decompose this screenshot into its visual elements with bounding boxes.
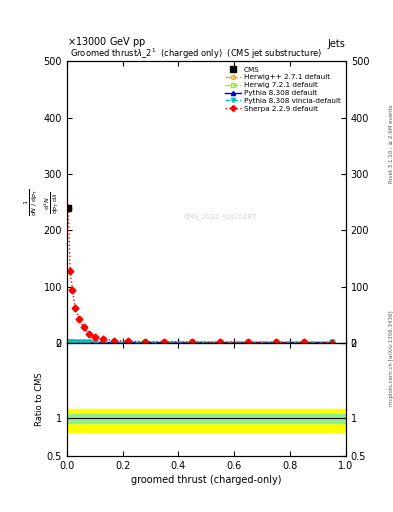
Text: $\times$13000 GeV pp: $\times$13000 GeV pp	[67, 35, 146, 49]
Y-axis label: $\frac{1}{\mathrm{d}N\ /\ \mathrm{d}p_\mathrm{T}}$
$\frac{\mathrm{d}^2N}{\mathrm: $\frac{1}{\mathrm{d}N\ /\ \mathrm{d}p_\m…	[23, 188, 61, 216]
Y-axis label: Ratio to CMS: Ratio to CMS	[35, 373, 44, 426]
Text: mcplots.cern.ch [arXiv:1306.3436]: mcplots.cern.ch [arXiv:1306.3436]	[389, 311, 393, 406]
Text: Groomed thrust$\lambda\_2^1$  (charged only)  (CMS jet substructure): Groomed thrust$\lambda\_2^1$ (charged on…	[70, 47, 322, 61]
Text: CMS_2021_I1920187: CMS_2021_I1920187	[184, 213, 257, 220]
Legend: CMS, Herwig++ 2.7.1 default, Herwig 7.2.1 default, Pythia 8.308 default, Pythia : CMS, Herwig++ 2.7.1 default, Herwig 7.2.…	[224, 65, 342, 113]
X-axis label: groomed thrust (charged-only): groomed thrust (charged-only)	[131, 475, 281, 485]
Text: Jets: Jets	[328, 38, 346, 49]
Text: Rivet 3.1.10 ; ≥ 2.6M events: Rivet 3.1.10 ; ≥ 2.6M events	[389, 104, 393, 183]
